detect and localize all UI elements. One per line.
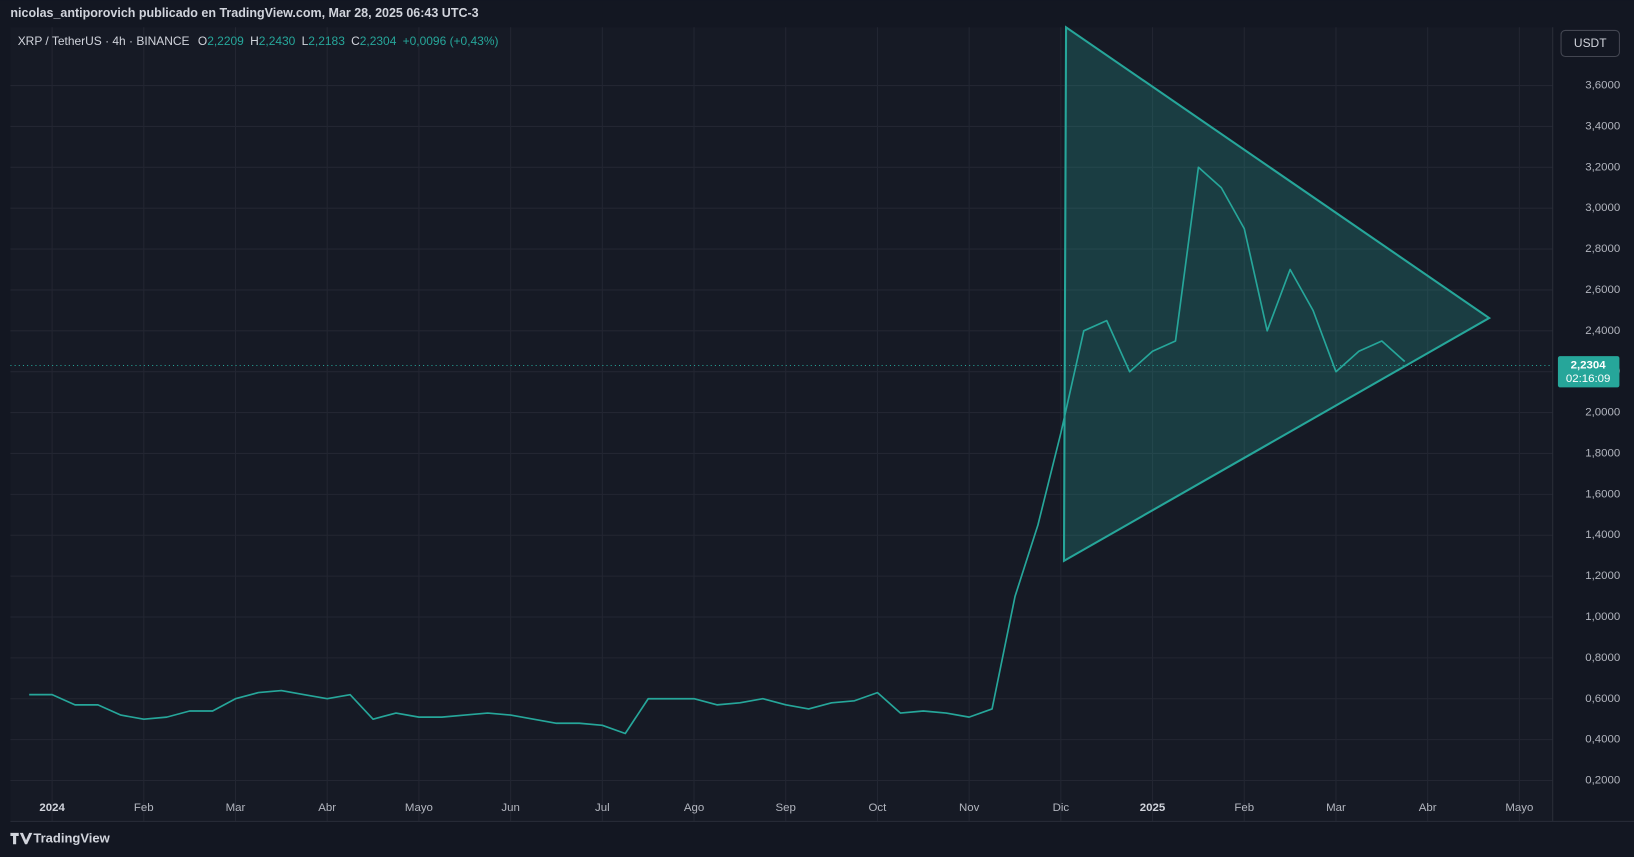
x-tick-label: Jun [501,802,519,814]
marks [10,166,1553,735]
y-tick-label: 0,2000 [1585,775,1620,787]
x-tick-label: Oct [869,802,888,814]
y-tick-label: 2,4000 [1585,325,1620,337]
x-tick-label: Jul [595,802,610,814]
x-tick-label: Mayo [405,802,433,814]
y-tick-label: 0,8000 [1585,652,1620,664]
x-tick-label: Nov [959,802,980,814]
y-tick-label: 1,2000 [1585,570,1620,582]
plot-area [10,27,1553,822]
x-tick-label: Feb [1234,802,1254,814]
ohlc-label: L [302,34,309,48]
brand: TradingView [33,831,110,846]
ohlc-value: 2,2209 [207,34,244,48]
symbol: XRP / TetherUS · 4h · BINANCE [18,34,190,48]
x-tick-label: 2025 [1140,802,1166,814]
y-tick-label: 1,4000 [1585,529,1620,541]
last-price-label: 2,2304 [1571,360,1607,372]
currency-button[interactable] [1560,29,1620,57]
y-tick-label: 1,6000 [1585,488,1620,500]
x-tick-label: Mar [226,802,246,814]
x-tick-label: Mar [1326,802,1346,814]
y-tick-label: 3,2000 [1585,161,1620,173]
brand-logo [10,832,33,845]
grid [10,27,1553,822]
countdown: 02:16:09 [1566,373,1611,385]
currency[interactable]: USDT [1574,36,1607,50]
x-tick-label: Abr [318,802,336,814]
change: +0,0096 (+0,43%) [403,34,499,48]
last-price-badge [1557,356,1620,388]
y-tick-label: 0,4000 [1585,734,1620,746]
ohlc-label: O [198,34,207,48]
ohlc-label: C [351,34,360,48]
price-line [29,166,1406,735]
x-tick-label: Dic [1053,802,1070,814]
ohlc-value: 2,2183 [308,34,345,48]
x-tick-label: 2024 [39,802,65,814]
ohlc-label: H [250,34,259,48]
y-tick-label: 1,8000 [1585,447,1620,459]
byline: nicolas_antiporovich publicado en Tradin… [10,6,478,20]
y-tick-label: 3,6000 [1585,80,1620,92]
x-tick-label: Abr [1419,802,1437,814]
ohlc-value: 2,2430 [259,34,296,48]
y-tick-label: 3,4000 [1585,120,1620,132]
y-tick-label: 0,6000 [1585,693,1620,705]
y-tick-label: 1,0000 [1585,611,1620,623]
ohlc-value: 2,2304 [360,34,397,48]
y-tick-label: 2,8000 [1585,243,1620,255]
y-tick-label: 2,6000 [1585,284,1620,296]
x-tick-label: Ago [684,802,704,814]
triangle-pattern [1062,25,1492,563]
x-tick-label: Mayo [1505,802,1533,814]
symbol-legend: XRP / TetherUS · 4h · BINANCE O2,2209 H2,2… [18,34,499,48]
y-tick-label: 3,0000 [1585,202,1620,214]
y-tick-label: 2,0000 [1585,407,1620,419]
x-tick-label: Feb [134,802,154,814]
x-tick-label: Sep [776,802,796,814]
